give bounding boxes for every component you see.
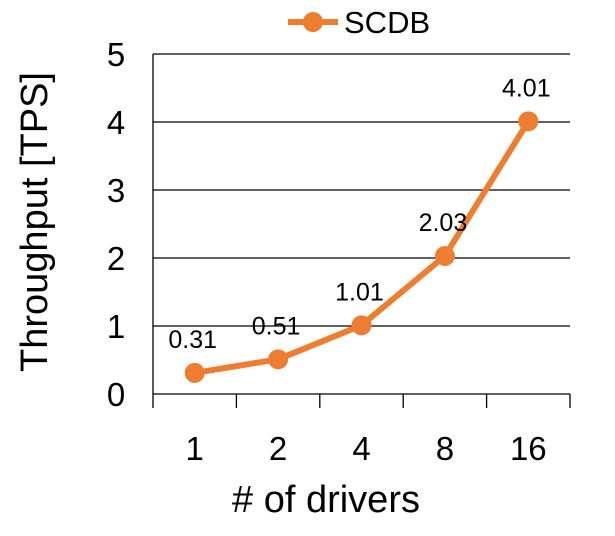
y-tick-label: 0 — [107, 376, 125, 413]
y-tick-label: 1 — [107, 308, 125, 345]
x-tick-label: 2 — [269, 430, 287, 467]
data-point — [351, 315, 372, 336]
data-point — [184, 362, 205, 383]
y-tick-label: 2 — [107, 240, 125, 277]
axes — [152, 54, 571, 408]
data-label: 1.01 — [335, 278, 384, 306]
data-point — [268, 349, 289, 370]
gridlines — [153, 53, 570, 327]
data-point — [518, 111, 539, 132]
x-axis-title: # of drivers — [232, 479, 420, 521]
y-tick-labels: 0 1 2 3 4 5 — [107, 36, 125, 413]
data-label: 0.51 — [252, 312, 301, 340]
y-axis-title: Throughput [TPS] — [14, 72, 56, 372]
y-tick-label: 3 — [107, 172, 125, 209]
y-tick-label: 4 — [107, 104, 125, 141]
data-label: 4.01 — [502, 74, 551, 102]
x-tick-labels: 1 2 4 8 16 — [186, 430, 547, 467]
x-tick-label: 1 — [186, 430, 204, 467]
data-label: 0.31 — [168, 326, 217, 354]
series-scdb — [184, 111, 539, 383]
y-tick-label: 5 — [107, 36, 125, 73]
x-tick-label: 4 — [352, 430, 370, 467]
x-tick-label: 16 — [510, 430, 547, 467]
data-labels: 0.31 0.51 1.01 2.03 4.01 — [168, 74, 550, 354]
legend-label: SCDB — [344, 5, 430, 40]
legend-marker — [303, 12, 323, 32]
legend: SCDB — [288, 5, 430, 40]
x-tick-label: 8 — [436, 430, 454, 467]
data-point — [434, 245, 455, 266]
data-label: 2.03 — [419, 209, 468, 237]
